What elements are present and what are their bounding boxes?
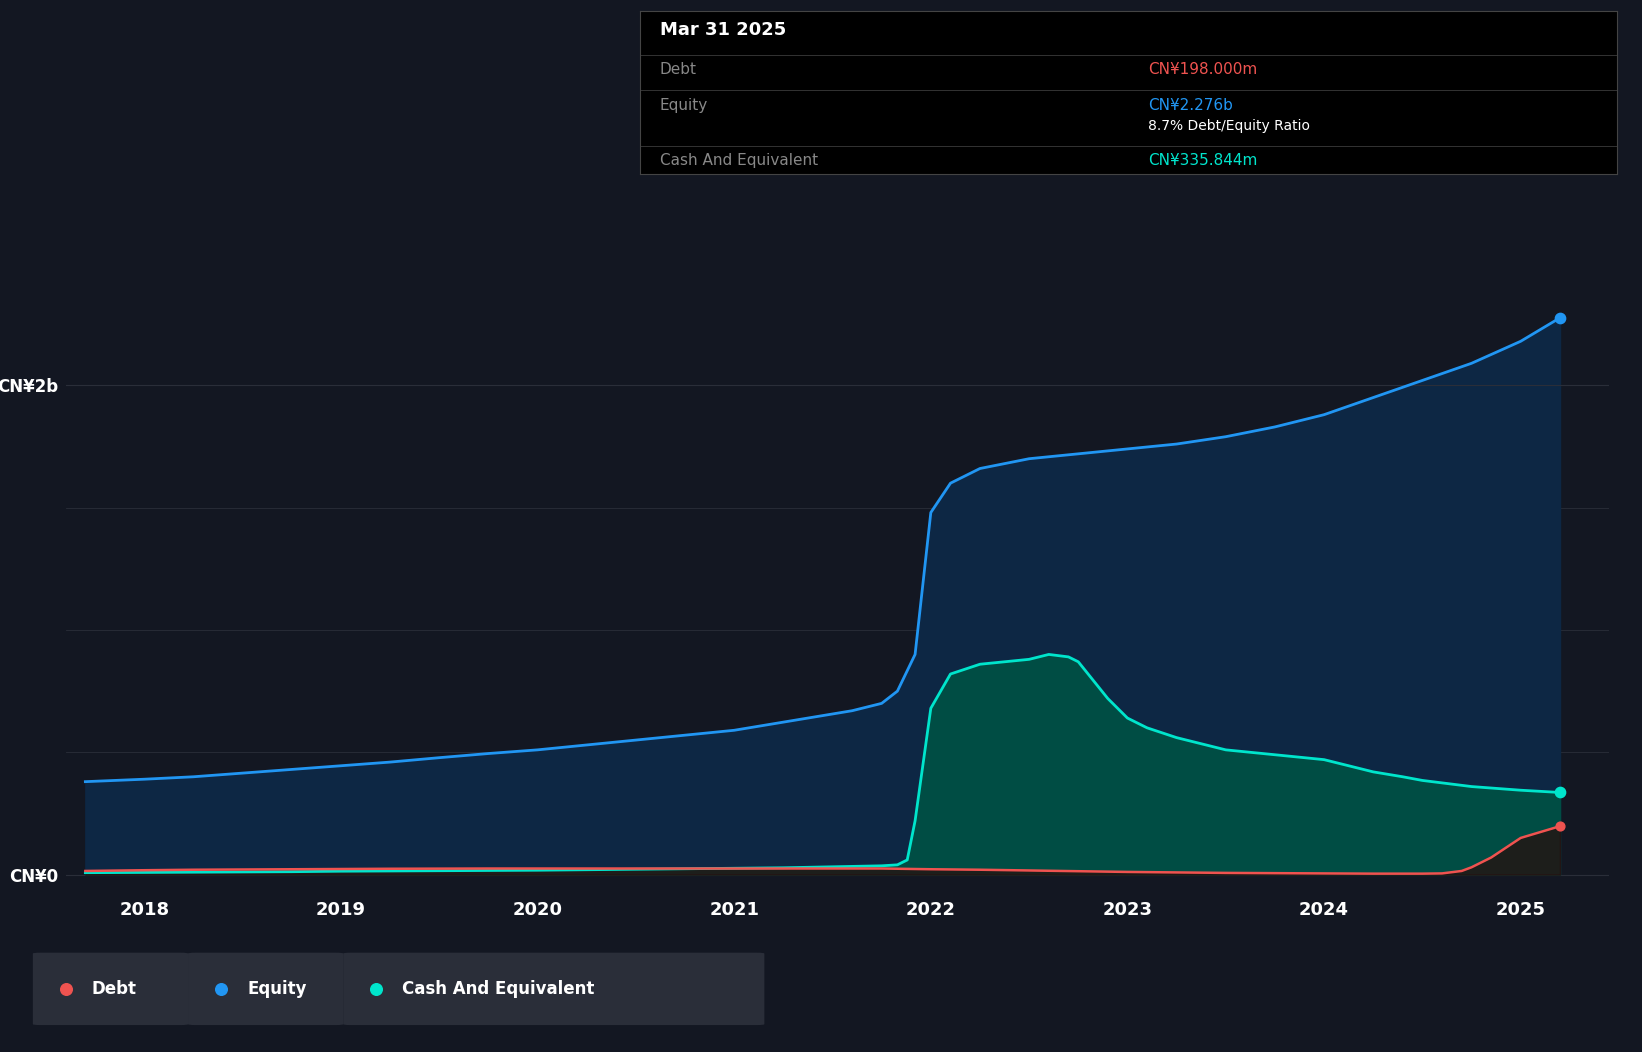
Point <box>363 980 389 997</box>
Point <box>1547 309 1573 326</box>
Text: CN¥335.844m: CN¥335.844m <box>1148 153 1258 168</box>
Point <box>209 980 235 997</box>
Text: CN¥198.000m: CN¥198.000m <box>1148 62 1258 77</box>
Text: Debt: Debt <box>92 979 136 998</box>
Point <box>53 980 79 997</box>
Text: Equity: Equity <box>248 979 307 998</box>
Point <box>1547 784 1573 801</box>
Text: Equity: Equity <box>660 98 708 113</box>
FancyBboxPatch shape <box>343 953 765 1025</box>
Text: 8.7% Debt/Equity Ratio: 8.7% Debt/Equity Ratio <box>1148 119 1310 134</box>
Text: Cash And Equivalent: Cash And Equivalent <box>660 153 818 168</box>
FancyBboxPatch shape <box>33 953 187 1025</box>
Text: Debt: Debt <box>660 62 696 77</box>
Text: Mar 31 2025: Mar 31 2025 <box>660 21 787 39</box>
Point <box>1547 817 1573 834</box>
FancyBboxPatch shape <box>187 953 343 1025</box>
Text: CN¥2.276b: CN¥2.276b <box>1148 98 1233 113</box>
Text: Cash And Equivalent: Cash And Equivalent <box>402 979 594 998</box>
